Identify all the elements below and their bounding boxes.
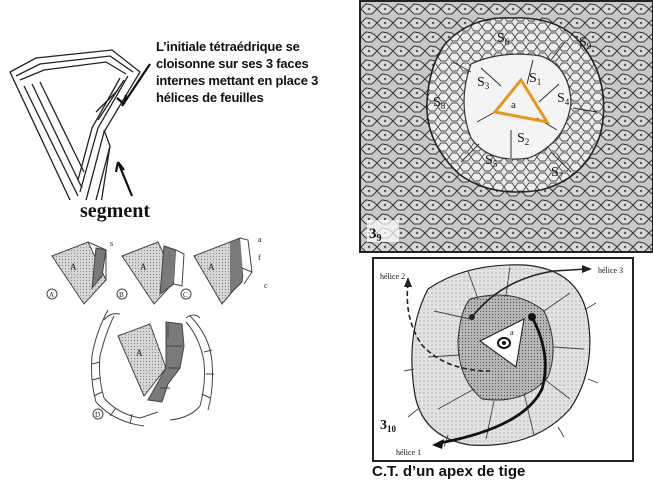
helix-2-label: hélice 2 (380, 272, 405, 281)
apical-initial-highlight (492, 77, 551, 125)
panel-D-label: D (95, 411, 100, 419)
stage-C: A a f c C (180, 235, 268, 305)
label-s2-sub: 2 (525, 137, 530, 147)
label-s6: S (497, 31, 505, 46)
label-s5-sub: 5 (493, 159, 498, 169)
apical-cell-label-d: A (136, 348, 143, 358)
label-s4: S (557, 91, 565, 106)
label-f: f (258, 253, 261, 262)
svg-text:S4: S4 (557, 91, 570, 107)
helix-diagram: a hélice 2 hélice 3 hélice 1 310 (380, 264, 623, 457)
figure-number-310: 3 (380, 418, 387, 433)
figure-number-39: 3 (369, 226, 377, 242)
label-s6-sub: 6 (505, 37, 510, 47)
label-s5: S (485, 153, 493, 168)
description-caption: L’initiale tétraédrique se cloisonne sur… (156, 38, 356, 106)
svg-text:310: 310 (380, 418, 397, 434)
micrograph-panel: S6 S9 S3 S1 S4 S8 S2 S5 S7 a 39 (359, 0, 653, 253)
tetrahedron-outline (9, 49, 141, 200)
apical-cell-label-b: A (140, 262, 147, 272)
caption-line-3: internes mettant en place 3 (156, 73, 319, 88)
helix-1-path (439, 316, 547, 445)
apical-cell-division-sequence: A s A A B A a f c C A (46, 235, 268, 427)
svg-text:S5: S5 (485, 153, 498, 169)
arrow-to-segment (116, 161, 134, 197)
label-s1: S (529, 71, 537, 86)
label-s8-sub: 8 (441, 101, 446, 111)
segment-label: segment (80, 200, 150, 222)
label-s8: S (433, 95, 441, 110)
label-s7-sub: 7 (559, 171, 564, 181)
figure-sub-310: 10 (387, 424, 397, 434)
caption-line-4: hélices de feuilles (156, 90, 264, 105)
label-center-a: a (511, 99, 516, 111)
stage-B: A B (116, 241, 185, 305)
svg-text:S6: S6 (497, 31, 510, 47)
bottom-caption: C.T. d’un apex de tige (372, 463, 526, 480)
svg-text:S9: S9 (579, 35, 592, 51)
arrow-to-face (121, 63, 151, 107)
tetrahedral-initial-drawing (9, 49, 151, 200)
label-s7: S (551, 165, 559, 180)
helix-diagram-panel: a hélice 2 hélice 3 hélice 1 310 (372, 257, 634, 462)
label-a: a (258, 235, 262, 244)
figure-sub-39: 9 (377, 233, 382, 244)
svg-text:S1: S1 (529, 71, 541, 87)
svg-text:S2: S2 (517, 131, 529, 147)
apical-cell-label-c: A (208, 262, 215, 272)
svg-text:S8: S8 (433, 95, 446, 111)
label-s3: S (477, 75, 485, 90)
label-s1-sub: 1 (537, 77, 542, 87)
label-c: c (264, 281, 268, 290)
stage-D: A D (91, 309, 214, 427)
helix-center-a: a (510, 328, 514, 337)
panel-B-label: B (119, 291, 124, 299)
svg-text:S7: S7 (551, 165, 564, 181)
panel-A-label: A (49, 291, 54, 299)
helix-2-path (406, 282, 491, 372)
label-s2: S (517, 131, 525, 146)
label-s3-sub: 3 (485, 81, 490, 91)
stage-A: A s A (46, 239, 113, 305)
micrograph-image: S6 S9 S3 S1 S4 S8 S2 S5 S7 a 39 (361, 2, 652, 251)
helix-1-label: hélice 1 (396, 448, 421, 457)
label-s9: S (579, 35, 587, 50)
label-s9-sub: 9 (587, 41, 592, 51)
helix-3-label: hélice 3 (598, 266, 623, 275)
svg-text:S3: S3 (477, 75, 490, 91)
svg-text:39: 39 (369, 226, 382, 244)
label-s4-sub: 4 (565, 97, 570, 107)
helix-3-path (471, 268, 587, 318)
label-s: s (110, 239, 113, 248)
caption-line-1: L’initiale tétraédrique se (156, 39, 300, 54)
panel-C-label: C (183, 291, 188, 299)
caption-line-2: cloisonne sur ses 3 faces (156, 56, 309, 71)
apical-cell-label: A (70, 262, 77, 272)
